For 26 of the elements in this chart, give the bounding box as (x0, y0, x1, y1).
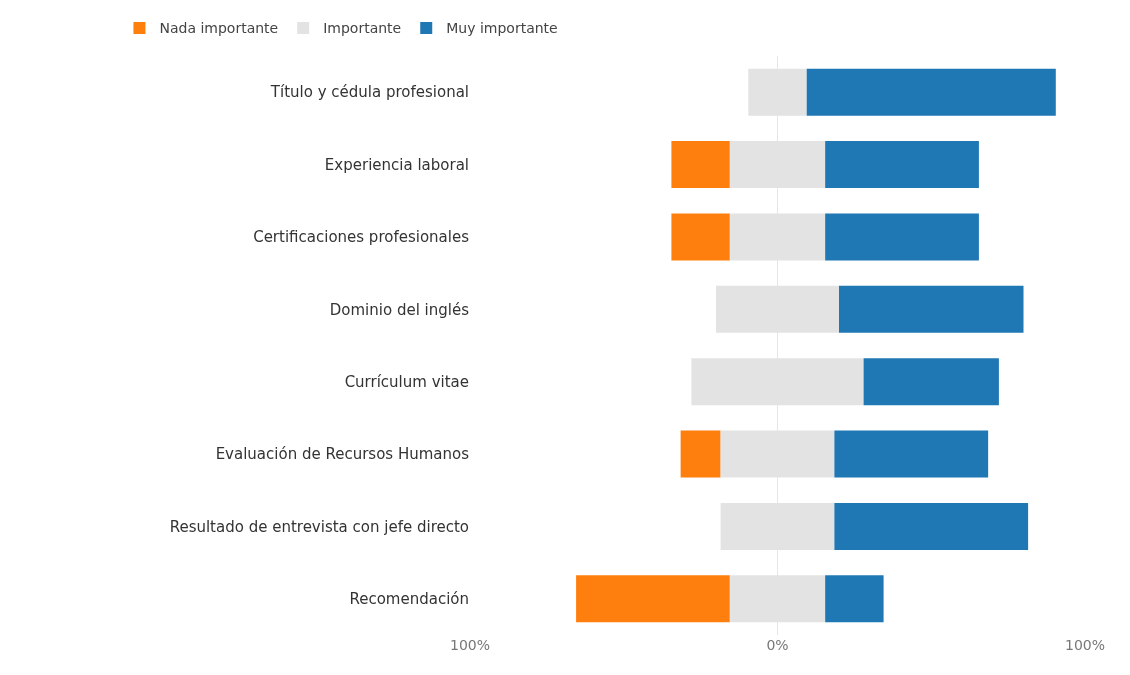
y-tick-label: Dominio del inglés (329, 300, 470, 319)
bar (863, 358, 999, 406)
bar (839, 285, 1024, 333)
bar (834, 430, 989, 478)
x-tick-label: 0% (766, 637, 789, 653)
legend-label: Muy importante (446, 20, 558, 37)
y-tick-label: Evaluación de Recursos Humanos (215, 445, 470, 464)
bar (834, 502, 1029, 550)
bar (576, 575, 730, 623)
bar (671, 141, 730, 189)
bar (825, 213, 979, 261)
bar (671, 213, 730, 261)
bar (825, 575, 884, 623)
legend-label: Nada importante (159, 20, 279, 37)
y-tick-label: Título y cédula profesional (269, 83, 469, 102)
bar (825, 141, 979, 189)
bar (806, 68, 1056, 116)
y-tick-label: Experiencia laboral (324, 155, 469, 174)
y-tick-label: Currículum vitae (344, 372, 469, 391)
y-tick-label: Certificaciones profesionales (253, 228, 470, 247)
y-tick-label: Resultado de entrevista con jefe directo (169, 517, 469, 536)
y-tick-label: Recomendación (349, 590, 469, 609)
bar (680, 430, 721, 478)
legend-label: Importante (323, 20, 402, 37)
x-tick-label: 100% (1064, 637, 1106, 653)
x-tick-label: 100% (449, 637, 491, 653)
